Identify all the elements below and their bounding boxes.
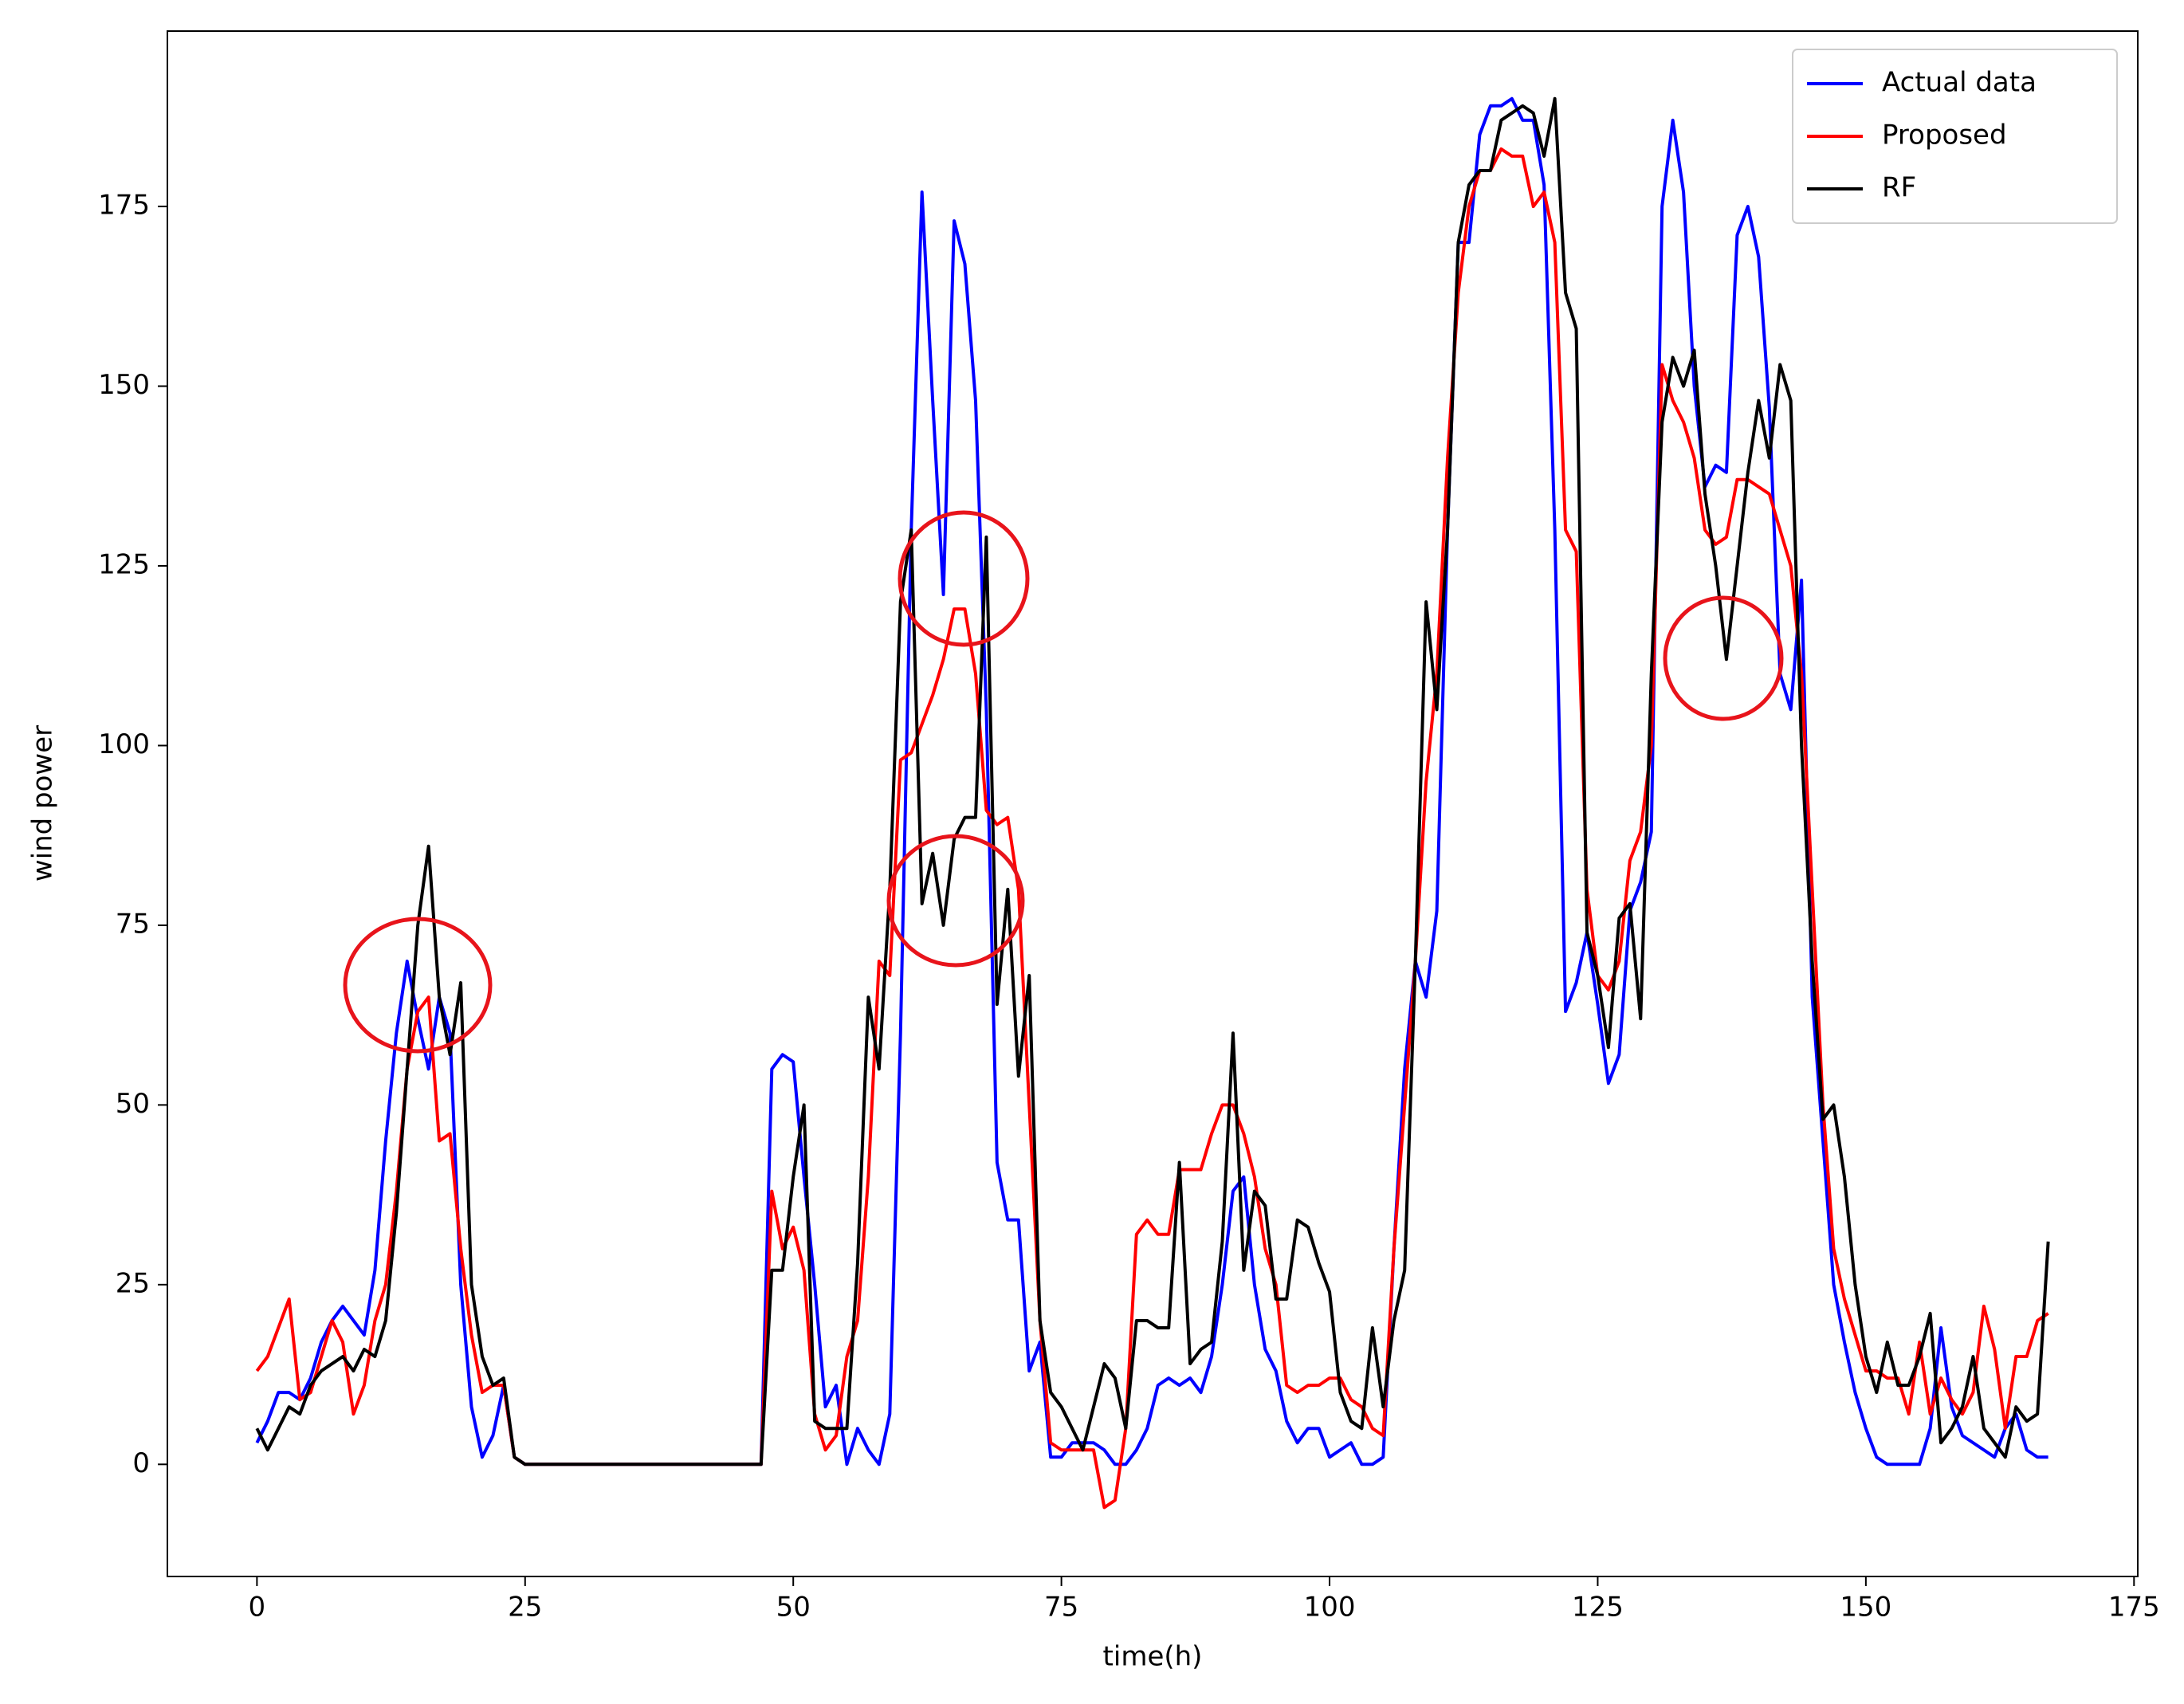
legend-label: RF <box>1882 172 1916 204</box>
x-tick-label: 150 <box>1840 1592 1891 1624</box>
annotation-circle <box>1663 595 1784 721</box>
legend-label: Proposed <box>1882 120 2007 151</box>
y-tick-label: 25 <box>116 1267 150 1299</box>
plot-frame <box>167 30 2139 1577</box>
annotation-circle <box>898 510 1030 647</box>
y-tick-label: 125 <box>98 548 150 580</box>
y-axis-label: wind power <box>27 725 59 881</box>
x-tick-label: 50 <box>776 1592 811 1624</box>
x-tick-label: 125 <box>1572 1592 1624 1624</box>
x-axis-label: time(h) <box>1103 1641 1203 1673</box>
data-line <box>255 96 2050 1466</box>
x-tick-label: 75 <box>1044 1592 1078 1624</box>
y-tick-label: 0 <box>132 1447 150 1479</box>
annotation-circle <box>886 834 1025 968</box>
x-tick-label: 25 <box>508 1592 542 1624</box>
x-tick-label: 100 <box>1304 1592 1356 1624</box>
y-tick-label: 175 <box>98 190 150 222</box>
y-tick-label: 75 <box>116 908 150 940</box>
legend-label: Actual data <box>1882 67 2037 99</box>
y-tick-label: 150 <box>98 369 150 401</box>
y-tick-label: 100 <box>98 728 150 760</box>
annotation-circle <box>343 917 493 1054</box>
y-tick-label: 50 <box>116 1088 150 1120</box>
x-tick-label: 175 <box>2108 1592 2160 1624</box>
x-tick-label: 0 <box>249 1592 266 1624</box>
legend-box <box>1792 49 2118 224</box>
